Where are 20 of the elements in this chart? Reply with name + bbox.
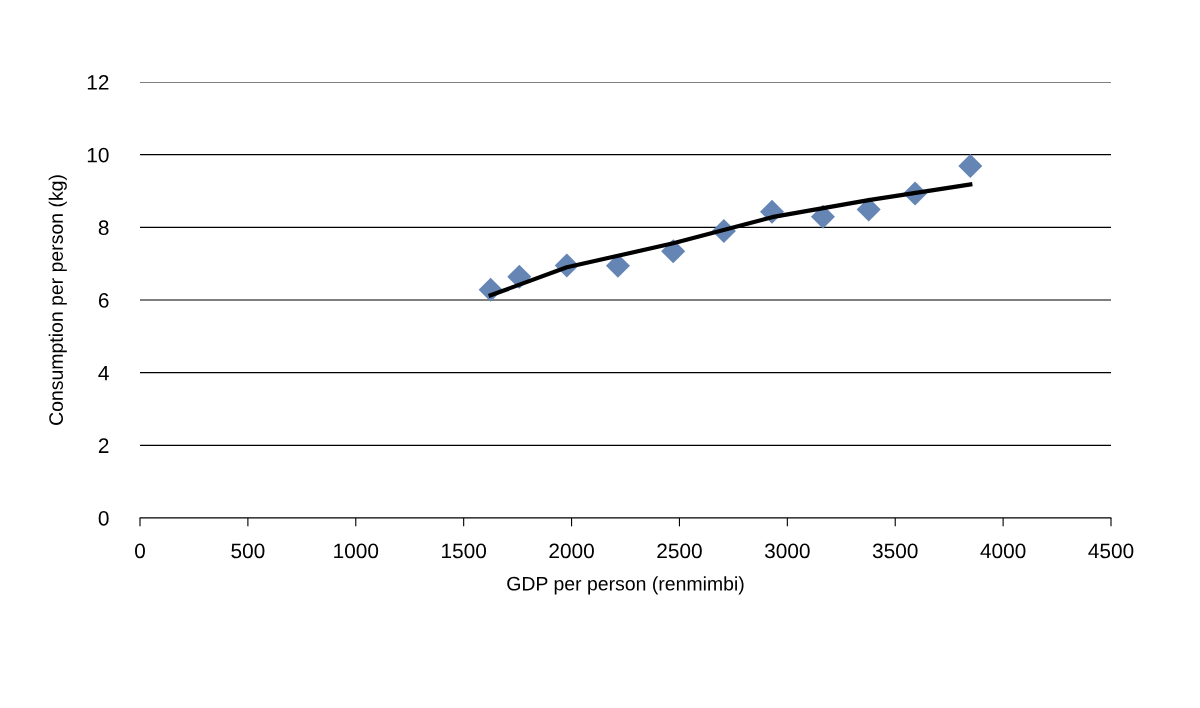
y-tick-label: 10: [87, 147, 109, 163]
point: [958, 153, 983, 178]
x-tick-label: 3500: [872, 543, 918, 559]
x-tick-label: 2500: [657, 543, 702, 559]
y-tick-label: 2: [98, 438, 109, 453]
y-axis-title: Consumption per person (kg): [48, 175, 67, 425]
x-tick-label: 4000: [980, 543, 1026, 559]
x-tick-label: 500: [231, 543, 265, 559]
x-axis-title: GDP per person (renmimbi): [507, 576, 744, 595]
x-tick-label: 3000: [764, 543, 810, 559]
x-tick-label: 4500: [1088, 543, 1134, 559]
x-tick-label: 1000: [334, 543, 379, 559]
x-tick-label: 0: [135, 543, 145, 559]
y-tick-label: 4: [98, 365, 109, 381]
x-tick-label: 2000: [549, 543, 594, 559]
y-tick-label: 8: [98, 220, 109, 236]
x-tick-label: 1500: [442, 543, 487, 559]
y-tick-label: 0: [98, 511, 109, 526]
y-tick-label: 6: [98, 293, 109, 308]
y-tick-label: 12: [87, 75, 109, 90]
